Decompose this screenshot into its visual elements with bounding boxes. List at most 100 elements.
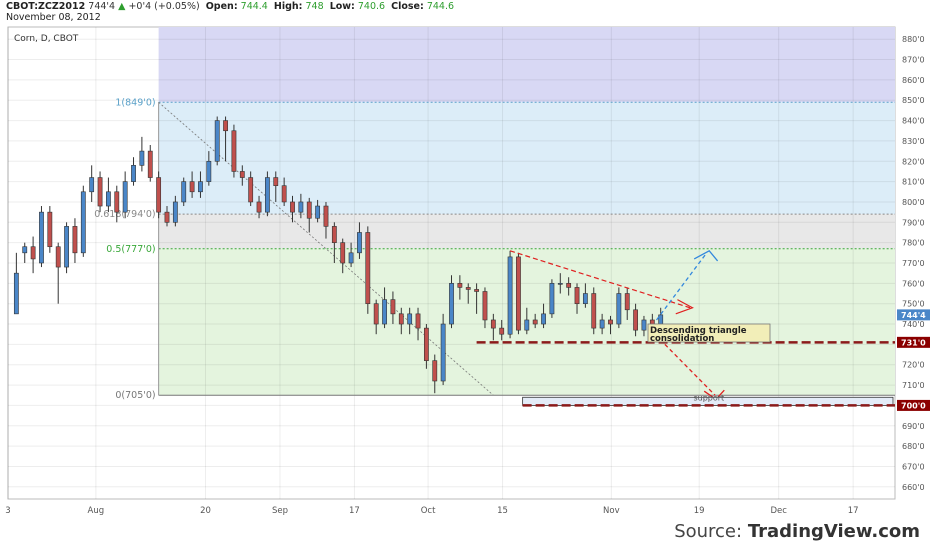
candle-body: [231, 130, 237, 172]
y-tick-label: 760'0: [902, 279, 925, 288]
x-tick-label: 15: [497, 506, 508, 516]
candle-body: [415, 313, 421, 329]
y-tick-label: 770'0: [902, 259, 925, 268]
candle-body: [474, 289, 480, 292]
chart-date: November 08, 2012: [6, 12, 101, 23]
candle-body: [490, 319, 496, 329]
price-flag: [897, 336, 930, 348]
low-value: 740.6: [357, 1, 386, 12]
candle-body: [432, 360, 438, 382]
triangle-note-line2: consolidation: [650, 334, 714, 344]
up-arrow-icon: ▲: [118, 1, 126, 12]
candle-body: [198, 181, 203, 193]
y-tick-label: 870'0: [902, 56, 925, 65]
high-value: 748: [305, 1, 324, 12]
candle-body: [147, 150, 153, 178]
candle-body: [423, 327, 429, 361]
source-name: TradingView.com: [747, 521, 920, 542]
candle-body: [457, 283, 463, 288]
candle-body: [641, 319, 647, 331]
symbol-label: CBOT:ZCZ2012: [6, 1, 86, 12]
candle-body: [440, 323, 446, 382]
candle-body: [557, 283, 563, 285]
price-change: +0'4 (+0.05%): [128, 1, 200, 12]
candle-body: [524, 319, 530, 331]
candle-body: [348, 252, 354, 264]
candle-body: [658, 314, 664, 325]
candle-body: [516, 256, 521, 331]
price-chart[interactable]: 1(849'0)0.618(794'0)0.5(777'0)0(705'0)su…: [0, 0, 932, 520]
y-tick-label: 800'0: [902, 198, 925, 207]
candle-body: [290, 201, 295, 213]
candle-body: [315, 205, 321, 219]
candle-body: [407, 313, 413, 325]
price-flag: [897, 399, 930, 411]
candle-body: [47, 211, 53, 248]
fib-level-label: 0(705'0): [115, 390, 155, 401]
y-tick-label: 720'0: [902, 361, 925, 370]
candle-body: [574, 287, 580, 304]
x-tick-label: Oct: [421, 506, 436, 516]
fib-level-label: 1(849'0): [115, 97, 155, 108]
candle-body: [582, 293, 588, 304]
candle-body: [97, 177, 103, 207]
fib-zone-1: [158, 102, 896, 215]
y-tick-label: 810'0: [902, 178, 925, 187]
candle-body: [624, 293, 630, 311]
candle-body: [139, 150, 145, 166]
y-tick-label: 780'0: [902, 239, 925, 248]
candle-body: [633, 309, 638, 331]
candle-body: [248, 177, 254, 203]
open-value: 744.4: [240, 1, 268, 12]
y-tick-label: 820'0: [902, 157, 925, 166]
breakout-up-arrowhead: [693, 249, 719, 262]
x-tick-label: 20: [200, 506, 211, 516]
candle-body: [206, 160, 212, 182]
y-tick-label: 790'0: [902, 218, 925, 227]
candle-body: [89, 177, 95, 193]
candle-body: [172, 201, 178, 223]
candle-body: [465, 287, 471, 290]
price-flag-label: 744'4: [901, 311, 926, 320]
breakdown-arrow: [664, 343, 716, 396]
y-tick-label: 660'0: [902, 483, 925, 492]
candle-body: [599, 319, 605, 329]
candle-body: [482, 291, 488, 321]
y-tick-label: 830'0: [902, 137, 925, 146]
candle-body: [499, 327, 505, 335]
candle-body: [131, 165, 136, 182]
fib-zone-2: [158, 214, 896, 249]
source-credit: Source: TradingView.com: [674, 521, 920, 542]
triangle-note-box: [647, 323, 771, 343]
candle-body: [164, 211, 170, 223]
candle-body: [122, 181, 128, 213]
candle-body: [13, 272, 19, 315]
candle-body: [373, 303, 379, 325]
close-label: Close:: [391, 1, 424, 12]
x-tick-label: Dec: [770, 506, 787, 516]
y-tick-label: 680'0: [902, 442, 925, 451]
y-tick-label: 710'0: [902, 381, 925, 390]
candle-body: [106, 191, 111, 207]
price-flag: [897, 309, 930, 321]
candle-body: [340, 242, 346, 264]
price-flag-label: 731'0: [901, 338, 926, 347]
y-tick-label: 740'0: [902, 320, 925, 329]
candle-body: [390, 299, 396, 315]
x-tick-label: Sep: [272, 506, 288, 516]
candle-body: [281, 185, 287, 203]
candle-body: [239, 171, 245, 178]
candle-body: [616, 293, 622, 325]
candle-body: [608, 319, 613, 325]
candle-body: [532, 319, 538, 325]
candle-body: [72, 226, 78, 254]
trendline-arrowhead: [675, 299, 694, 315]
x-tick-label: Aug: [88, 506, 105, 516]
candle-body: [30, 246, 36, 260]
fib-zone-0: [158, 27, 896, 103]
y-tick-label: 860'0: [902, 76, 925, 85]
y-tick-label: 880'0: [902, 35, 925, 44]
last-price: 744'4: [88, 1, 116, 12]
candle-body: [298, 201, 304, 213]
candle-body: [566, 283, 572, 288]
